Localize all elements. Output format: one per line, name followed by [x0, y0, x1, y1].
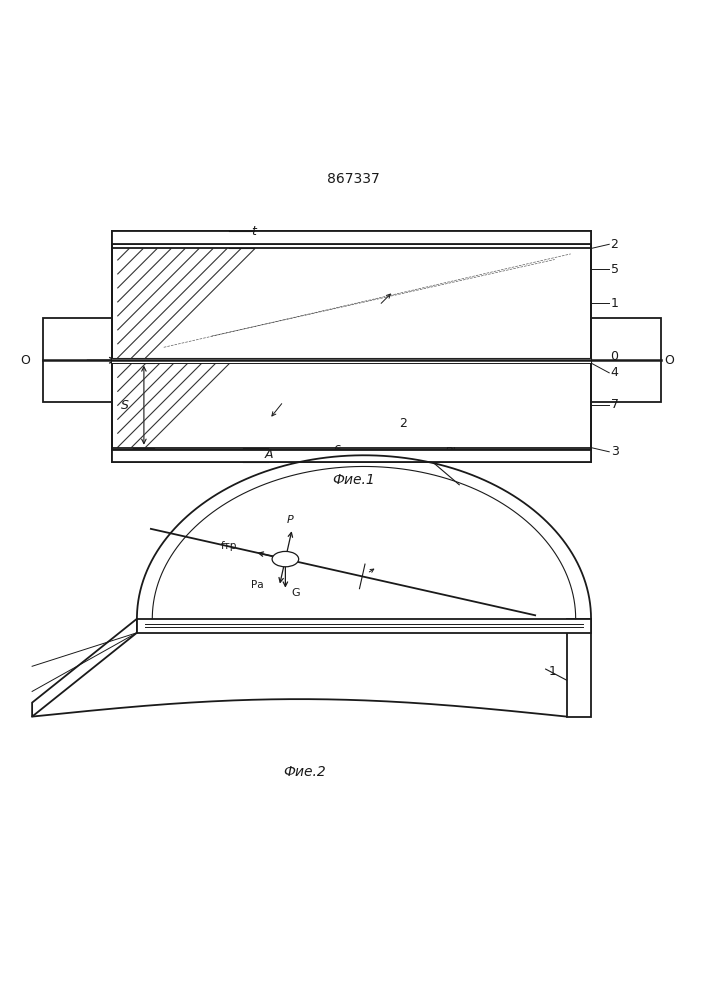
Text: O: O — [665, 354, 674, 367]
Bar — [591, 318, 661, 402]
Text: B: B — [471, 235, 479, 248]
Bar — [112, 231, 591, 244]
Text: 6: 6 — [334, 444, 341, 457]
Text: B': B' — [445, 446, 457, 459]
Text: 0: 0 — [611, 350, 619, 363]
Text: 2: 2 — [399, 417, 407, 430]
Bar — [117, 362, 586, 448]
Bar — [117, 248, 586, 358]
Bar — [112, 244, 591, 450]
Polygon shape — [32, 619, 137, 717]
Text: 1: 1 — [549, 665, 557, 678]
Text: t: t — [251, 225, 256, 238]
Text: fтр: fтр — [221, 541, 238, 551]
Text: G: G — [291, 588, 300, 598]
Bar — [566, 619, 591, 717]
Bar — [42, 318, 112, 402]
Bar — [112, 231, 591, 462]
Bar — [112, 244, 591, 450]
Bar — [112, 450, 591, 462]
Text: 1: 1 — [611, 297, 619, 310]
Text: P: P — [287, 515, 293, 525]
Text: Pа: Pа — [251, 580, 264, 590]
Text: A: A — [264, 448, 274, 461]
Bar — [112, 231, 591, 462]
Text: O: O — [20, 354, 30, 367]
Text: 2: 2 — [611, 238, 619, 251]
Text: Фие.1: Фие.1 — [332, 473, 375, 487]
Text: 7: 7 — [611, 398, 619, 411]
Text: 3: 3 — [611, 445, 619, 458]
Bar — [112, 358, 591, 363]
Text: Фие.2: Фие.2 — [284, 765, 326, 779]
Text: 4: 4 — [611, 366, 619, 379]
Text: 5: 5 — [611, 263, 619, 276]
Text: S: S — [121, 399, 129, 412]
Text: 867337: 867337 — [327, 172, 380, 186]
Polygon shape — [137, 619, 591, 633]
Ellipse shape — [272, 551, 298, 567]
